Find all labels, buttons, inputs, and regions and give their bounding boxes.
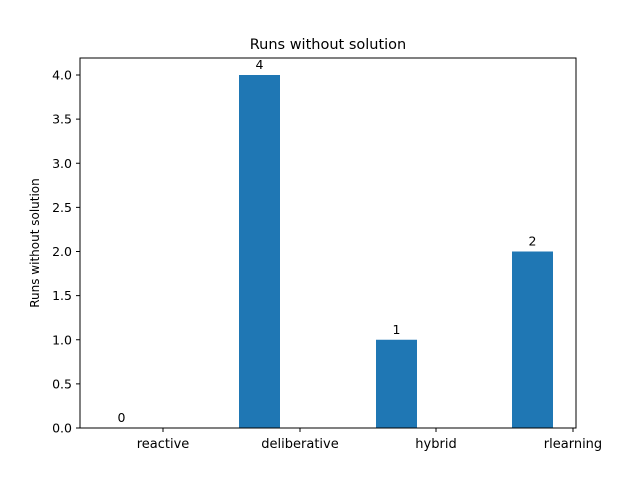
data-label-hybrid: 1: [393, 322, 401, 337]
data-label-deliberative: 4: [256, 57, 264, 72]
y-tick-label: 1.5: [52, 288, 72, 303]
x-tick-label-hybrid: hybrid: [415, 437, 456, 452]
bar-rlearning: [512, 251, 553, 428]
y-axis: 0.0 0.5 1.0 1.5 2.0 2.5 3.0 3.5 4.0: [52, 68, 80, 436]
data-label-reactive: 0: [118, 410, 126, 425]
x-tick-label-rlearning: rlearning: [544, 437, 602, 452]
bar-deliberative: [239, 75, 280, 428]
y-tick-label: 2.5: [52, 200, 72, 215]
x-tick-label-deliberative: deliberative: [261, 437, 338, 452]
x-tick-label-reactive: reactive: [137, 437, 190, 452]
bars: [239, 75, 553, 428]
y-tick-label: 3.0: [52, 156, 72, 171]
x-axis: reactive deliberative hybrid rlearning: [137, 428, 602, 452]
y-axis-label: Runs without solution: [28, 178, 42, 308]
bar-hybrid: [376, 339, 417, 428]
chart-title: Runs without solution: [250, 37, 407, 53]
y-tick-label: 0.0: [52, 421, 72, 436]
y-tick-label: 3.5: [52, 112, 72, 127]
data-labels: 0 4 1 2: [118, 57, 537, 425]
data-label-rlearning: 2: [529, 234, 537, 249]
y-tick-label: 2.0: [52, 244, 72, 259]
y-tick-label: 1.0: [52, 332, 72, 347]
plot-frame: [79, 57, 577, 429]
y-tick-label: 4.0: [52, 68, 72, 83]
y-tick-label: 0.5: [52, 376, 72, 391]
